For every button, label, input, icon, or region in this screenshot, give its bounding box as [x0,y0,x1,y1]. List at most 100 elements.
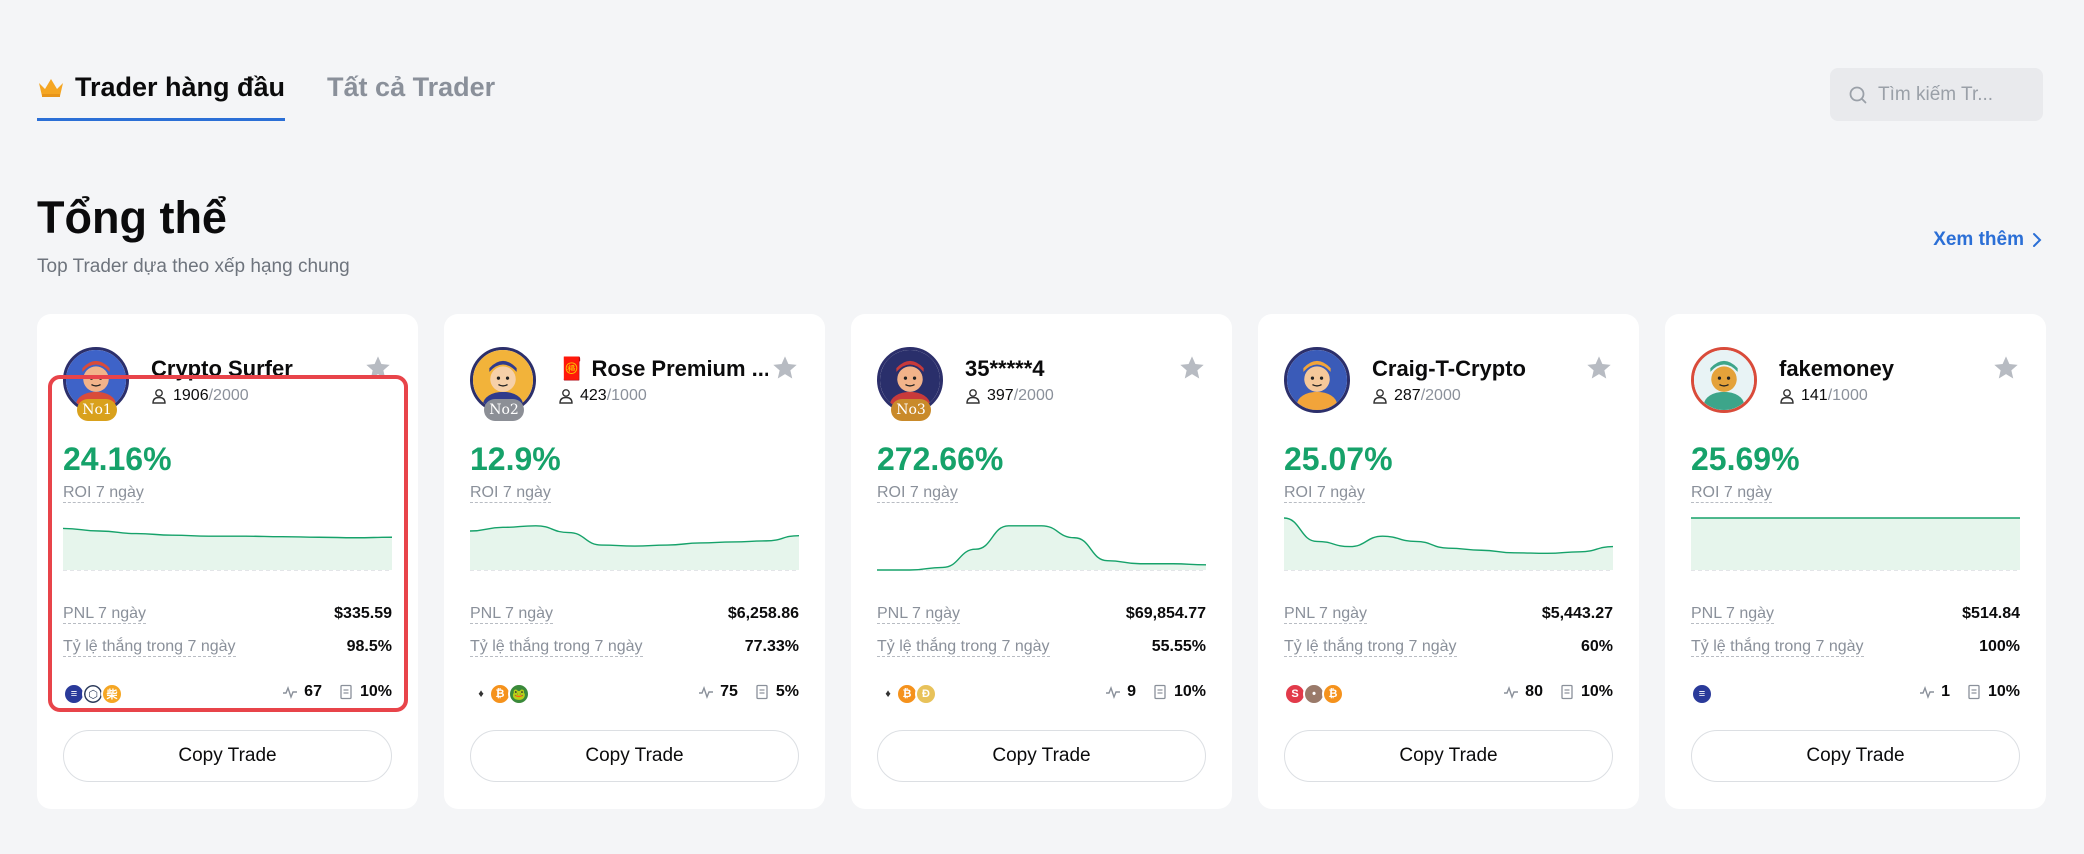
trader-name[interactable]: 35*****4 [965,356,1045,381]
winrate-value: 60% [1580,638,1613,655]
trader-card[interactable]: Craig-T-Crypto 287/2000 25.07% ROI 7 ngà… [1258,314,1639,809]
shib-coin-icon: 柴 [101,683,123,705]
activity-icon [1920,685,1935,700]
tab-bar: Trader hàng đầu Tất cả Trader [37,72,495,121]
profit-share-value: 10% [1580,683,1613,700]
follower-count: 287/2000 [1372,387,1461,405]
copy-trade-button[interactable]: Copy Trade [1284,730,1613,782]
trader-avatar[interactable] [1691,347,1757,413]
user-icon [152,389,166,404]
follower-current: 141 [1801,387,1828,404]
winrate-label: Tỷ lệ thắng trong 7 ngày [470,638,643,657]
coin-list: ≡ [1691,683,1713,705]
winrate-label: Tỷ lệ thắng trong 7 ngày [1691,638,1864,657]
sparkline-line [1284,517,1613,555]
trader-stats: 75 5% [698,683,799,701]
star-icon[interactable] [1992,354,2020,382]
copy-trade-button[interactable]: Copy Trade [63,730,392,782]
avatar-image [1287,350,1347,410]
winrate-label: Tỷ lệ thắng trong 7 ngày [1284,638,1457,657]
roi-sparkline [877,525,1206,571]
roi-value: 25.69% [1691,441,1800,477]
winrate-row: Tỷ lệ thắng trong 7 ngày 55.55% [877,638,1206,657]
star-icon[interactable] [1178,354,1206,382]
search-input[interactable] [1878,83,2038,106]
sparkline-area [1284,518,1613,570]
profit-share: 10% [1559,683,1613,701]
trader-name[interactable]: Craig-T-Crypto [1372,356,1526,381]
pnl-label: PNL 7 ngày [1691,605,1775,624]
document-icon [1968,684,1980,700]
tab-top-traders[interactable]: Trader hàng đầu [37,72,286,121]
trader-stats: 67 10% [282,683,392,701]
profit-share-value: 10% [1173,683,1206,700]
follower-capacity: /2000 [1420,387,1461,404]
document-icon [340,684,352,700]
pnl-label: PNL 7 ngày [1284,605,1368,624]
roi-sparkline [470,525,799,571]
trader-avatar[interactable]: No2 [470,347,536,421]
star-icon[interactable] [1585,354,1613,382]
doge-coin-icon: Ð [915,683,937,705]
profit-share-value: 10% [359,683,392,700]
btc-coin-icon: ₿ [489,683,511,705]
profit-share-value: 10% [1987,683,2020,700]
roi-label: ROI 7 ngày [1691,484,1772,503]
search-icon [1849,86,1867,103]
pnl-value: $335.59 [334,605,392,622]
roi-value: 272.66% [877,441,1004,477]
trade-count: 9 [1105,683,1136,701]
star-icon[interactable] [364,354,392,382]
follower-count: 423/1000 [558,387,647,405]
star-icon[interactable] [771,354,799,382]
trader-name[interactable]: 🧧 Rose Premium ... [558,356,768,381]
document-icon [756,684,768,700]
sparkline-area [63,528,392,570]
tab-all-traders[interactable]: Tất cả Trader [327,72,495,121]
pnl-label: PNL 7 ngày [877,605,961,624]
trader-card-list: No1 Crypto Surfer 1906/2000 24.16% ROI 7… [37,314,2046,809]
pnl-label: PNL 7 ngày [63,605,147,624]
coin-list: S • ₿ [1284,683,1344,705]
winrate-value: 55.55% [1151,638,1206,655]
trader-avatar[interactable] [1284,347,1350,413]
roi-label: ROI 7 ngày [63,484,144,503]
follower-count: 1906/2000 [151,387,249,405]
search-box[interactable] [1830,68,2043,121]
pnl-value: $6,258.86 [727,605,799,622]
trader-stats: 9 10% [1105,683,1206,701]
roi-sparkline [1284,517,1613,571]
trade-count-value: 75 [720,683,738,700]
copy-trade-button[interactable]: Copy Trade [470,730,799,782]
trader-avatar[interactable]: No1 [63,347,129,421]
roi-sparkline [1691,517,2020,571]
copy-trade-button[interactable]: Copy Trade [877,730,1206,782]
trader-card[interactable]: No1 Crypto Surfer 1906/2000 24.16% ROI 7… [37,314,418,809]
tab-all-traders-label: Tất cả Trader [327,72,496,102]
roi-label: ROI 7 ngày [470,484,551,503]
activity-icon [699,685,714,700]
trade-count: 67 [282,683,322,701]
trader-stats: 80 10% [1503,683,1613,701]
activity-icon [1106,685,1121,700]
trade-count: 1 [1919,683,1950,701]
trader-avatar[interactable]: No3 [877,347,943,421]
see-more-link[interactable]: Xem thêm [1933,229,2042,251]
copy-trade-button[interactable]: Copy Trade [1691,730,2020,782]
winrate-row: Tỷ lệ thắng trong 7 ngày 98.5% [63,638,392,657]
trader-card[interactable]: No3 35*****4 397/2000 272.66% ROI 7 ngày… [851,314,1232,809]
winrate-label: Tỷ lệ thắng trong 7 ngày [63,638,236,657]
btc-coin-icon: ₿ [1322,683,1344,705]
see-more-label: Xem thêm [1933,229,2024,250]
activity-icon [1504,685,1519,700]
roi-value: 25.07% [1284,441,1393,477]
trader-name[interactable]: Crypto Surfer [151,356,293,381]
sparkline-line [877,525,1206,571]
activity-icon [283,685,298,700]
trader-card[interactable]: fakemoney 141/1000 25.69% ROI 7 ngày PNL… [1665,314,2046,809]
trader-name[interactable]: fakemoney [1779,356,1894,381]
trader-stats: 1 10% [1919,683,2020,701]
tab-top-traders-label: Trader hàng đầu [75,72,286,102]
winrate-row: Tỷ lệ thắng trong 7 ngày 77.33% [470,638,799,657]
trader-card[interactable]: No2 🧧 Rose Premium ... 423/1000 12.9% RO… [444,314,825,809]
